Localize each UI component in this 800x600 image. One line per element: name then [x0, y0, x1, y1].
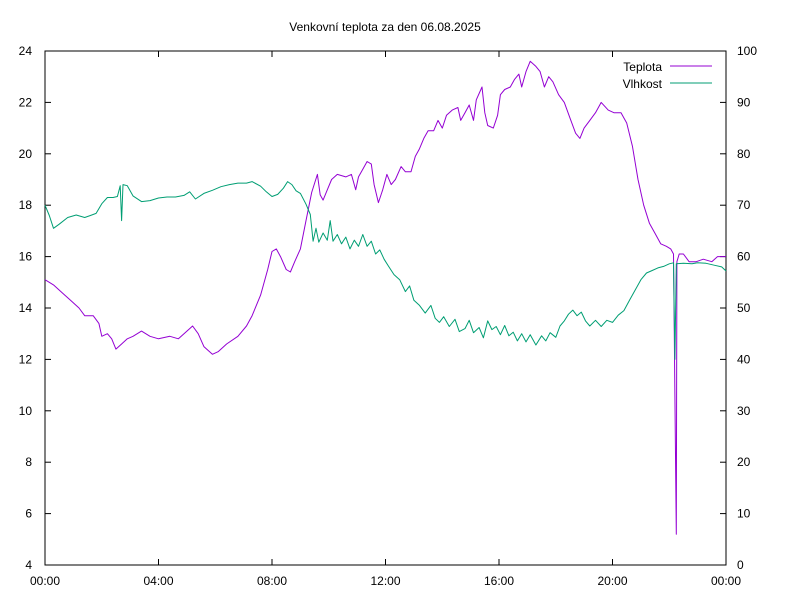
x-tick-label: 08:00	[257, 574, 287, 588]
y-right-tick-label: 30	[737, 404, 751, 418]
y-right-tick-label: 20	[737, 455, 751, 469]
plot-frame	[44, 50, 727, 566]
y-left-tick-label: 10	[19, 404, 33, 418]
series-line-vlhkost	[44, 181, 727, 360]
x-tick-label: 12:00	[370, 574, 400, 588]
y-left-tick-label: 20	[19, 147, 33, 161]
y-right-tick-label: 90	[737, 95, 751, 109]
legend: Teplota Vlhkost	[623, 60, 712, 91]
y-left-tick-label: 14	[19, 301, 33, 315]
x-tick-label: 16:00	[484, 574, 514, 588]
y-left-tick-label: 18	[19, 198, 33, 212]
x-tick-label: 20:00	[597, 574, 627, 588]
y-left-tick-label: 22	[19, 95, 33, 109]
y-right-tick-label: 40	[737, 352, 751, 366]
y-left-tick-label: 12	[19, 352, 33, 366]
series-layer	[44, 60, 727, 535]
y-left-tick-label: 24	[19, 44, 33, 58]
y-left-tick-label: 16	[19, 250, 33, 264]
y-right-tick-label: 0	[737, 558, 744, 572]
legend-label-vlhkost: Vlhkost	[623, 77, 663, 91]
y-left-tick-label: 6	[25, 507, 32, 521]
y-right-tick-label: 50	[737, 301, 751, 315]
legend-label-teplota: Teplota	[623, 60, 662, 74]
y-right-tick-label: 100	[737, 44, 757, 58]
y-right-tick-label: 10	[737, 507, 751, 521]
y-left-tick-label: 4	[25, 558, 32, 572]
x-tick-label: 04:00	[143, 574, 173, 588]
axes: 4 6 8 10 12 14 16 18 20 22 24 0 10 20 30 40 50 60 70 80 90 10…	[19, 44, 758, 588]
series-line-teplota	[44, 60, 726, 535]
x-tick-label: 00:00	[30, 574, 60, 588]
y-right-tick-label: 70	[737, 198, 751, 212]
x-tick-label: 00:00	[711, 574, 741, 588]
y-right-tick-label: 80	[737, 147, 751, 161]
y-right-tick-label: 60	[737, 250, 751, 264]
y-left-tick-label: 8	[25, 455, 32, 469]
chart-title: Venkovní teplota za den 06.08.2025	[289, 20, 481, 34]
